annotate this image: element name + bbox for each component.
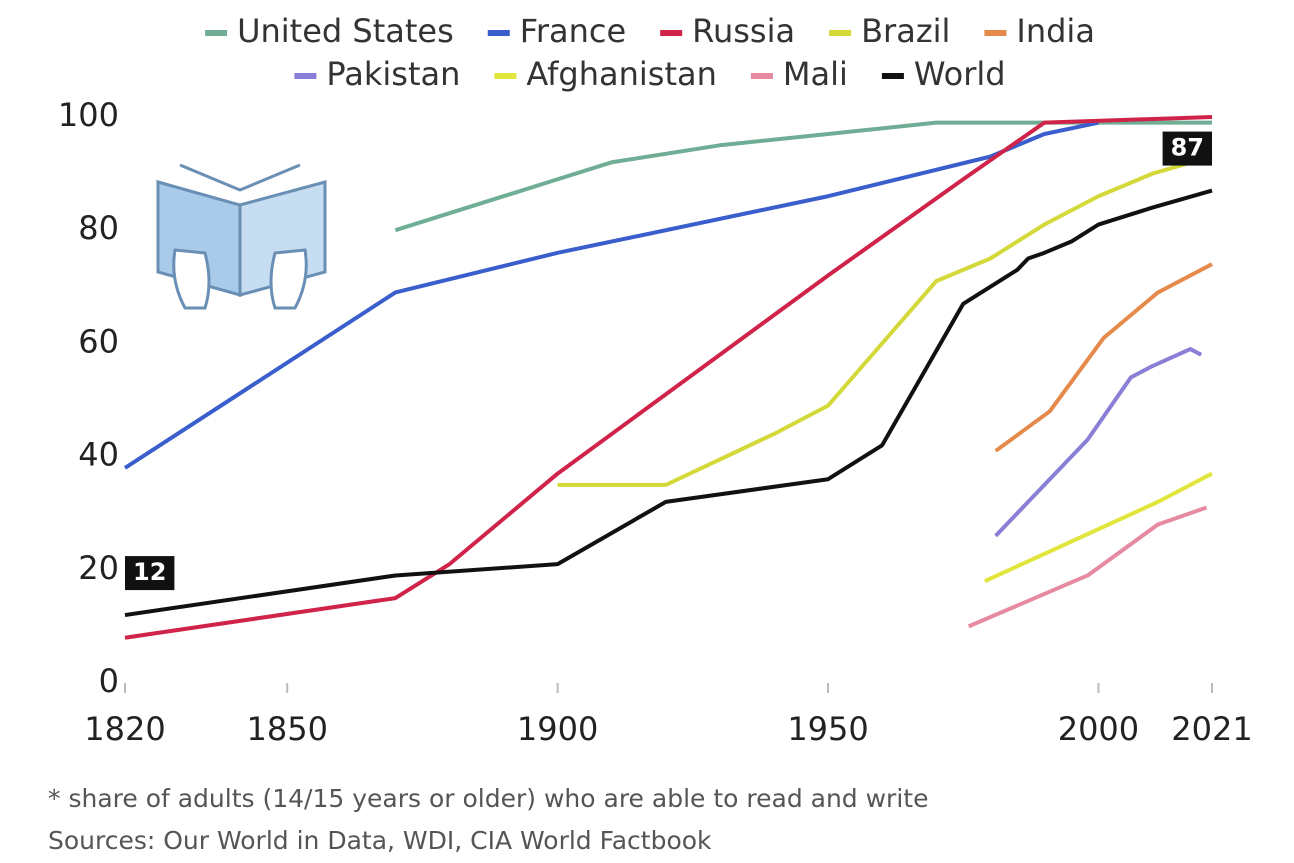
- line: [967, 505, 1208, 629]
- y-tick-label: 0: [99, 662, 119, 700]
- line: [984, 471, 1213, 583]
- legend-item: Pakistan: [294, 55, 460, 93]
- legend-label: Pakistan: [326, 55, 460, 93]
- legend-label: Russia: [692, 12, 795, 50]
- data-label-box: [125, 556, 175, 591]
- x-tick-label: 1820: [84, 710, 165, 748]
- line: [994, 347, 1203, 538]
- y-tick-label: 20: [78, 549, 119, 587]
- legend-item: India: [984, 12, 1095, 50]
- line: [557, 154, 1213, 487]
- line: [994, 262, 1213, 453]
- y-tick-label: 100: [58, 96, 119, 134]
- footnote: * share of adults (14/15 years or older)…: [48, 784, 928, 813]
- line: [124, 115, 1213, 640]
- y-tick-label: 80: [78, 209, 119, 247]
- legend-label: Afghanistan: [526, 55, 717, 93]
- book-icon: [156, 163, 327, 310]
- legend-item: United States: [205, 12, 454, 50]
- line: [123, 120, 1099, 470]
- legend-label: Brazil: [861, 12, 950, 50]
- source: Sources: Our World in Data, WDI, CIA Wor…: [48, 826, 712, 855]
- x-tick-label: 1850: [247, 710, 328, 748]
- data-label-box: [1162, 131, 1212, 166]
- x-tick-label: 1950: [787, 710, 868, 748]
- line: [124, 188, 1213, 618]
- legend-label: United States: [237, 12, 454, 50]
- data-label-text: 87: [1171, 134, 1204, 162]
- x-tick-label: 2021: [1171, 710, 1252, 748]
- legend-item: Afghanistan: [494, 55, 717, 93]
- data-label: 87: [1162, 131, 1212, 166]
- legend-item: Mali: [750, 55, 848, 93]
- legend-label: Mali: [783, 55, 848, 93]
- legend-label: World: [914, 55, 1006, 93]
- legend-item: Russia: [660, 12, 795, 50]
- legend-item: World: [881, 55, 1006, 93]
- legend-item: France: [487, 12, 626, 50]
- legend-label: India: [1016, 12, 1095, 50]
- line: [394, 120, 1212, 233]
- data-label-text: 12: [133, 558, 166, 586]
- legend-label: France: [520, 12, 626, 50]
- x-tick-label: 2000: [1058, 710, 1139, 748]
- x-tick-label: 1900: [517, 710, 598, 748]
- legend-item: Brazil: [829, 12, 950, 50]
- data-label: 12: [125, 556, 175, 591]
- y-tick-label: 40: [78, 436, 119, 474]
- y-tick-label: 60: [78, 322, 119, 360]
